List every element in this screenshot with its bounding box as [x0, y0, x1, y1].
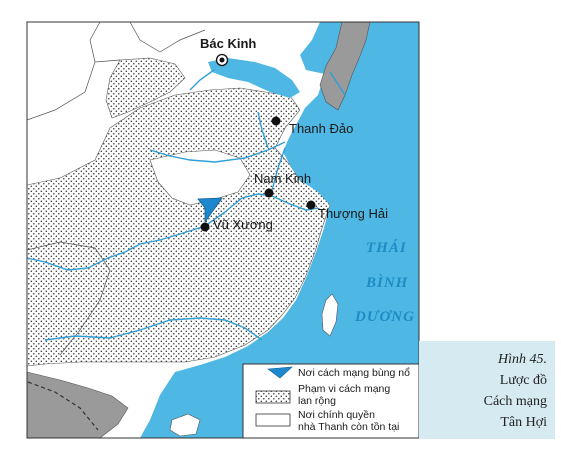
sea-area [140, 22, 419, 438]
legend-label-spread-2: lan rộng [298, 395, 336, 407]
caption-line-1: Lược đồ [499, 373, 547, 388]
qing-central-area [149, 149, 251, 206]
city-label-vu-xuong: Vũ Xương [213, 217, 273, 232]
city-bac-kinh: Bác Kinh [200, 36, 256, 67]
korea-landmass [319, 22, 371, 111]
legend-label-spread-1: Phạm vi cách mạng [298, 383, 390, 395]
caption-line-3: Tân Hợi [500, 415, 547, 430]
legend: Nơi cách mạng bùng nổ Phạm vi cách mạng … [242, 363, 420, 439]
legend-white-swatch [255, 413, 291, 427]
legend-label-qing-1: Nơi chính quyền [298, 409, 375, 421]
city-label-nam-kinh: Nam Kinh [254, 171, 311, 186]
figure-caption: Hình 45. Lược đồ Cách mạng Tân Hợi [419, 341, 555, 439]
legend-label-qing-2: nhà Thanh còn tồn tại [298, 421, 399, 433]
revolution-spread-north [105, 57, 186, 119]
taiwan-island [321, 293, 339, 337]
city-thuong-hai: Thượng Hải [306, 200, 388, 221]
bohai-gulf [208, 58, 300, 98]
sea-label-line1: THÁI [366, 239, 407, 256]
border-dashes [27, 381, 99, 431]
caption-figure-number: Hình 45. [498, 352, 547, 367]
city-label-thanh-dao: Thanh Đảo [289, 121, 353, 136]
legend-flag-icon [267, 366, 293, 379]
city-nam-kinh: Nam Kinh [254, 171, 311, 198]
uprising-flag-icon [197, 197, 223, 224]
city-vu-xuong: Vũ Xương [197, 197, 273, 232]
city-label-thuong-hai: Thượng Hải [318, 206, 388, 221]
legend-dotted-swatch [255, 390, 291, 404]
city-thanh-dao: Thanh Đảo [271, 116, 353, 136]
province-borders [27, 22, 206, 356]
caption-line-2: Cách mạng [483, 394, 547, 409]
southwest-foreign-land [27, 371, 129, 438]
rivers [27, 69, 346, 341]
hainan-island [169, 413, 201, 437]
sea-label-line3: DƯƠNG [354, 309, 415, 325]
map-frame [26, 21, 420, 439]
city-label-bac-kinh: Bác Kinh [200, 36, 256, 51]
legend-label-uprising: Nơi cách mạng bùng nổ [298, 367, 410, 379]
sea-label-line2: BÌNH [365, 274, 409, 291]
